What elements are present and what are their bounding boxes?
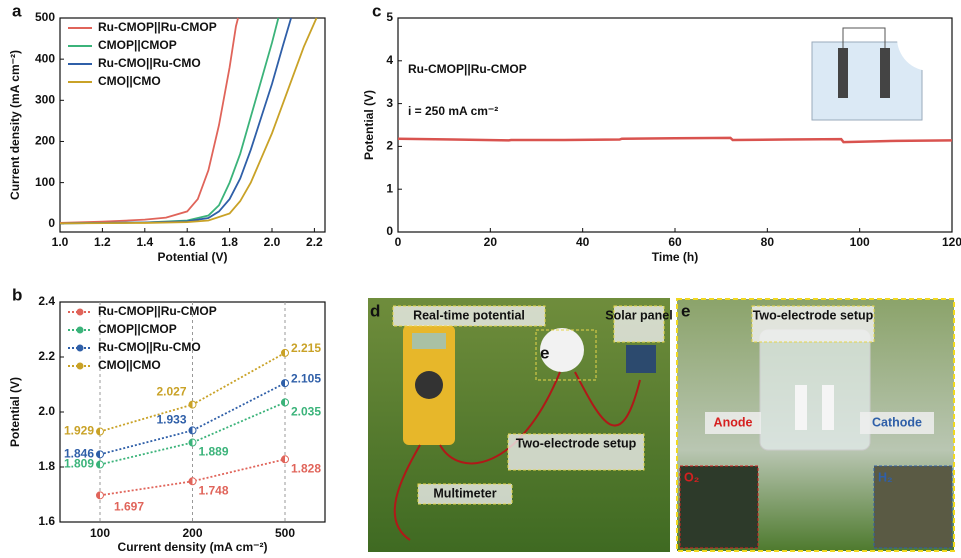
solar-panel [626, 345, 656, 373]
value-label: 2.027 [156, 385, 186, 399]
x-axis-label: Current density (mA cm⁻²) [118, 540, 268, 554]
y-axis-label: Current density (mA cm⁻²) [8, 50, 22, 200]
x-tick-label: 2.2 [306, 235, 323, 249]
x-tick-label: 2.0 [264, 235, 281, 249]
value-label: 1.933 [156, 413, 186, 427]
annotation: i = 250 mA cm⁻² [408, 104, 498, 118]
legend-label: Ru-CMOP||Ru-CMOP [98, 304, 217, 318]
x-tick-label: 1.0 [52, 235, 69, 249]
electrode [795, 385, 807, 430]
photo-label: Solar panel [605, 308, 672, 322]
y-tick-label: 1.8 [38, 459, 55, 473]
panel-letter: d [370, 301, 380, 320]
photo-label: Real-time potential [413, 308, 525, 322]
x-axis-label: Time (h) [652, 250, 698, 264]
photo-label: H₂ [878, 470, 893, 484]
x-tick-label: 20 [484, 235, 498, 249]
chart-c: c 0 1 2 3 4 5 0 20 40 60 80 100 120 Time (h) Potential … [362, 1, 961, 264]
x-axis-label: Potential (V) [157, 250, 227, 264]
x-tick-label: 1.6 [179, 235, 196, 249]
y-tick-label: 0 [386, 224, 393, 238]
y-tick-label: 3 [386, 96, 393, 110]
legend-label: Ru-CMO||Ru-CMO [98, 56, 201, 70]
photo-label: Anode [714, 415, 753, 429]
y-tick-label: 5 [386, 10, 393, 24]
y-tick-label: 2.4 [38, 294, 55, 308]
x-tick-label: 120 [942, 235, 961, 249]
y-tick-label: 100 [35, 175, 55, 189]
panel-letter: a [12, 1, 22, 20]
value-label: 1.929 [64, 424, 94, 438]
y-tick-label: 1 [386, 181, 393, 195]
photo-d: d Real-time potential Solar panel e Two-… [368, 298, 673, 552]
panel-letter: b [12, 285, 22, 304]
chart-b: b 1.6 1.8 2.0 2.2 2.4 100 200 500 Current density… [8, 285, 325, 554]
y-tick-label: 2 [386, 139, 393, 153]
legend-label: Ru-CMOP||Ru-CMOP [98, 20, 217, 34]
value-label: 1.889 [199, 445, 229, 459]
value-label: 2.105 [291, 371, 321, 385]
y-tick-label: 300 [35, 92, 55, 106]
y-axis-label: Potential (V) [8, 377, 22, 447]
glass-cell [760, 330, 870, 450]
photo-e: e Two-electrode setup Anode Cathode O₂ H… [677, 299, 954, 551]
chart-a: a 0 100 200 300 400 500 1.0 1.2 1.4 1.6 1.8 2.0 2.2 Po… [8, 1, 325, 264]
photo-label: Two-electrode setup [753, 308, 874, 322]
x-tick-label: 200 [182, 526, 202, 540]
y-tick-label: 0 [48, 216, 55, 230]
value-label: 2.215 [291, 341, 321, 355]
x-tick-label: 1.2 [94, 235, 111, 249]
legend-marker [77, 345, 84, 352]
y-tick-label: 2.0 [38, 404, 55, 418]
schematic-electrode [880, 48, 890, 98]
y-tick-label: 200 [35, 134, 55, 148]
x-tick-label: 100 [850, 235, 870, 249]
y-tick-label: 4 [386, 53, 393, 67]
multimeter-dial [415, 371, 443, 399]
data-line [398, 138, 952, 142]
x-tick-label: 1.8 [221, 235, 238, 249]
legend-label: CMO||CMO [98, 358, 161, 372]
panel-letter: c [372, 1, 381, 20]
value-label: 1.697 [114, 499, 144, 513]
x-tick-label: 1.4 [136, 235, 153, 249]
legend-marker [77, 327, 84, 334]
legend-marker [77, 309, 84, 316]
value-label: 1.748 [199, 483, 229, 497]
photo-label: Two-electrode setup [516, 436, 637, 450]
photo-label: Cathode [872, 415, 922, 429]
y-tick-label: 1.6 [38, 514, 55, 528]
schematic-electrode [838, 48, 848, 98]
x-tick-label: 500 [275, 526, 295, 540]
multimeter-display [412, 333, 446, 349]
value-label: 1.846 [64, 447, 94, 461]
x-tick-label: 80 [761, 235, 775, 249]
photo-label: e [540, 343, 549, 362]
panel-letter: e [681, 301, 690, 320]
figure: d Real-time potential Solar panel e Two-… [0, 0, 961, 558]
y-tick-label: 400 [35, 51, 55, 65]
value-label: 2.035 [291, 405, 321, 419]
annotation: Ru-CMOP||Ru-CMOP [408, 62, 527, 76]
legend-marker [77, 363, 84, 370]
legend-label: Ru-CMO||Ru-CMO [98, 340, 201, 354]
legend-label: CMOP||CMOP [98, 38, 177, 52]
y-axis-label: Potential (V) [362, 90, 376, 160]
page: {"chart_data": [ {"type": "line", "panel… [0, 0, 961, 558]
y-tick-label: 500 [35, 10, 55, 24]
photo-label: O₂ [684, 470, 699, 484]
electrode [822, 385, 834, 430]
value-label: 1.828 [291, 461, 321, 475]
legend-label: CMO||CMO [98, 74, 161, 88]
photo-label: Multimeter [433, 486, 496, 500]
x-tick-label: 40 [576, 235, 590, 249]
y-tick-label: 2.2 [38, 349, 55, 363]
x-tick-label: 60 [668, 235, 682, 249]
x-tick-label: 100 [90, 526, 110, 540]
legend-label: CMOP||CMOP [98, 322, 177, 336]
x-tick-label: 0 [395, 235, 402, 249]
